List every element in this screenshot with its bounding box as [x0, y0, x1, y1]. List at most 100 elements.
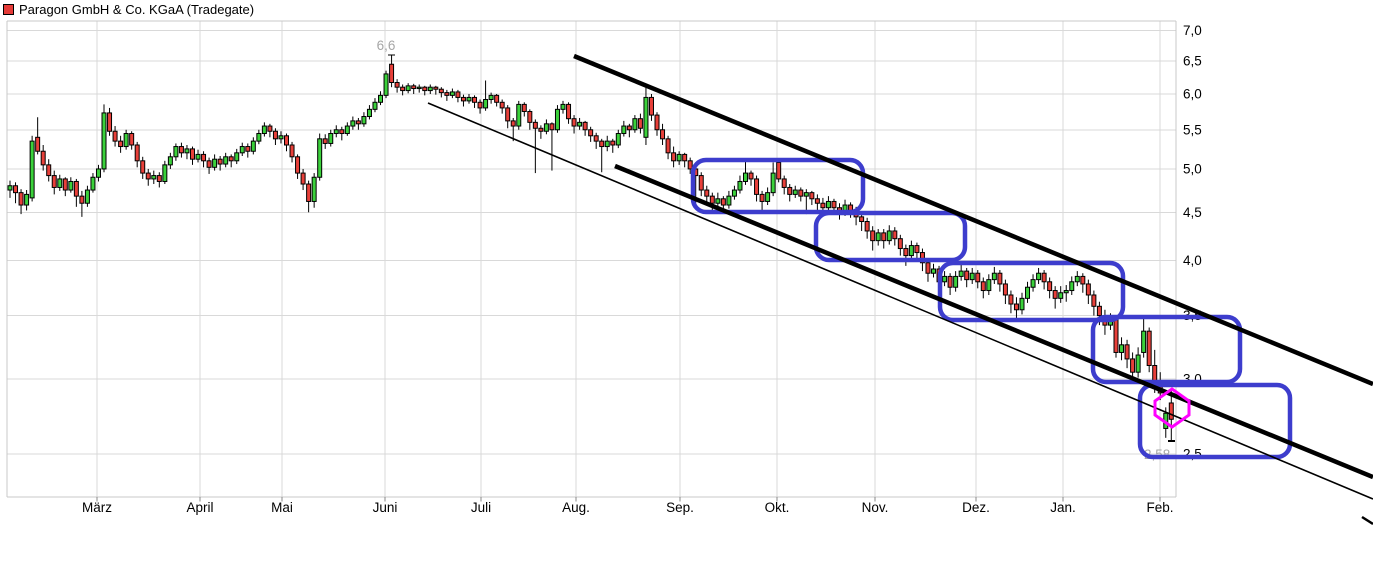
- candle-up: [261, 125, 267, 135]
- candle-down: [720, 198, 726, 206]
- candle-up: [554, 108, 560, 131]
- candle-down: [322, 138, 328, 144]
- candle-down: [1096, 305, 1102, 317]
- candle-up: [1019, 297, 1025, 311]
- candle-down: [35, 136, 41, 152]
- candle-down: [709, 195, 715, 204]
- candle-up: [95, 168, 101, 178]
- candle-down: [964, 270, 970, 281]
- candle-down: [903, 248, 909, 257]
- candle-down: [870, 230, 876, 242]
- candle-up: [173, 146, 179, 158]
- candle-down: [831, 200, 837, 209]
- candle-down: [455, 91, 461, 98]
- candle-down: [1080, 275, 1086, 285]
- candle-down: [798, 189, 804, 197]
- candle-down: [665, 138, 671, 154]
- candle-up: [1069, 281, 1075, 292]
- y-axis-label: 4,5: [1183, 205, 1202, 220]
- thin-trendline: [427, 102, 1373, 500]
- candle-down: [571, 118, 577, 127]
- candle-down: [118, 140, 124, 148]
- candle-down: [1085, 283, 1091, 296]
- candle-up: [372, 101, 378, 110]
- candle-up: [184, 148, 190, 154]
- candle-down: [538, 127, 544, 132]
- candle-down: [1091, 294, 1097, 307]
- candle-down: [494, 94, 500, 103]
- candle-up: [7, 185, 13, 191]
- candle-down: [306, 183, 312, 202]
- candle-down: [820, 202, 826, 209]
- candle-down: [339, 129, 345, 135]
- candle-down: [505, 107, 511, 122]
- candle-down: [704, 189, 710, 197]
- candle-up: [416, 86, 422, 90]
- y-axis-label: 4,0: [1183, 253, 1202, 268]
- candle-up: [875, 232, 881, 242]
- candle-up: [24, 193, 30, 206]
- candle-up: [604, 140, 610, 148]
- candle-down: [593, 135, 599, 142]
- candle-up: [770, 172, 776, 194]
- highlight-box: [813, 210, 968, 263]
- thick-lower-trendline: [614, 163, 1373, 480]
- candle-down: [864, 221, 870, 232]
- candle-down: [698, 175, 704, 191]
- candle-up: [328, 133, 334, 144]
- candle-up: [256, 133, 262, 142]
- candle-down: [1008, 294, 1014, 305]
- candle-down: [814, 198, 820, 204]
- candle-down: [754, 178, 760, 195]
- candle-down: [400, 86, 406, 92]
- candle-up: [123, 133, 129, 148]
- candle-down: [51, 175, 57, 188]
- candle-down: [272, 130, 278, 140]
- candle-up: [632, 118, 638, 131]
- y-axis-label: 5,0: [1183, 161, 1202, 176]
- candle-down: [610, 140, 616, 146]
- candle-down: [637, 118, 643, 129]
- candle-up: [427, 86, 433, 92]
- candle-up: [742, 172, 748, 182]
- highlight-box: [690, 157, 866, 215]
- candle-up: [986, 279, 992, 292]
- x-axis-label: April: [186, 500, 213, 515]
- high-annotation: 6,6: [377, 38, 396, 53]
- candle-up: [57, 178, 63, 188]
- candle-down: [189, 148, 195, 160]
- candle-up: [333, 129, 339, 135]
- candle-down: [776, 161, 782, 180]
- candle-up: [577, 121, 583, 127]
- candle-up: [383, 73, 389, 96]
- candle-up: [543, 123, 549, 132]
- candle-down: [355, 120, 361, 125]
- candle-down: [107, 112, 113, 132]
- candle-up: [1058, 292, 1064, 299]
- candle-down: [472, 96, 478, 103]
- candle-up: [1025, 286, 1031, 299]
- candle-up: [931, 268, 937, 274]
- candle-down: [919, 252, 925, 264]
- candle-down: [289, 144, 295, 158]
- x-axis-label: Dez.: [962, 500, 990, 515]
- candle-down: [433, 86, 439, 90]
- candle-up: [317, 138, 323, 178]
- candle-up: [958, 270, 964, 277]
- candle-down: [687, 160, 693, 170]
- x-axis-label: Mai: [271, 500, 293, 515]
- candle-up: [969, 272, 975, 281]
- candle-up: [167, 156, 173, 166]
- candle-down: [145, 172, 151, 180]
- candle-down: [1113, 317, 1119, 353]
- candle-down: [394, 81, 400, 88]
- candle-down: [648, 96, 654, 116]
- highlight-box: [937, 260, 1126, 323]
- candle-down: [532, 121, 538, 129]
- candle-down: [460, 96, 466, 102]
- candle-up: [615, 133, 621, 146]
- candle-down: [18, 192, 24, 206]
- candle-down: [499, 101, 505, 109]
- candle-down: [62, 178, 68, 191]
